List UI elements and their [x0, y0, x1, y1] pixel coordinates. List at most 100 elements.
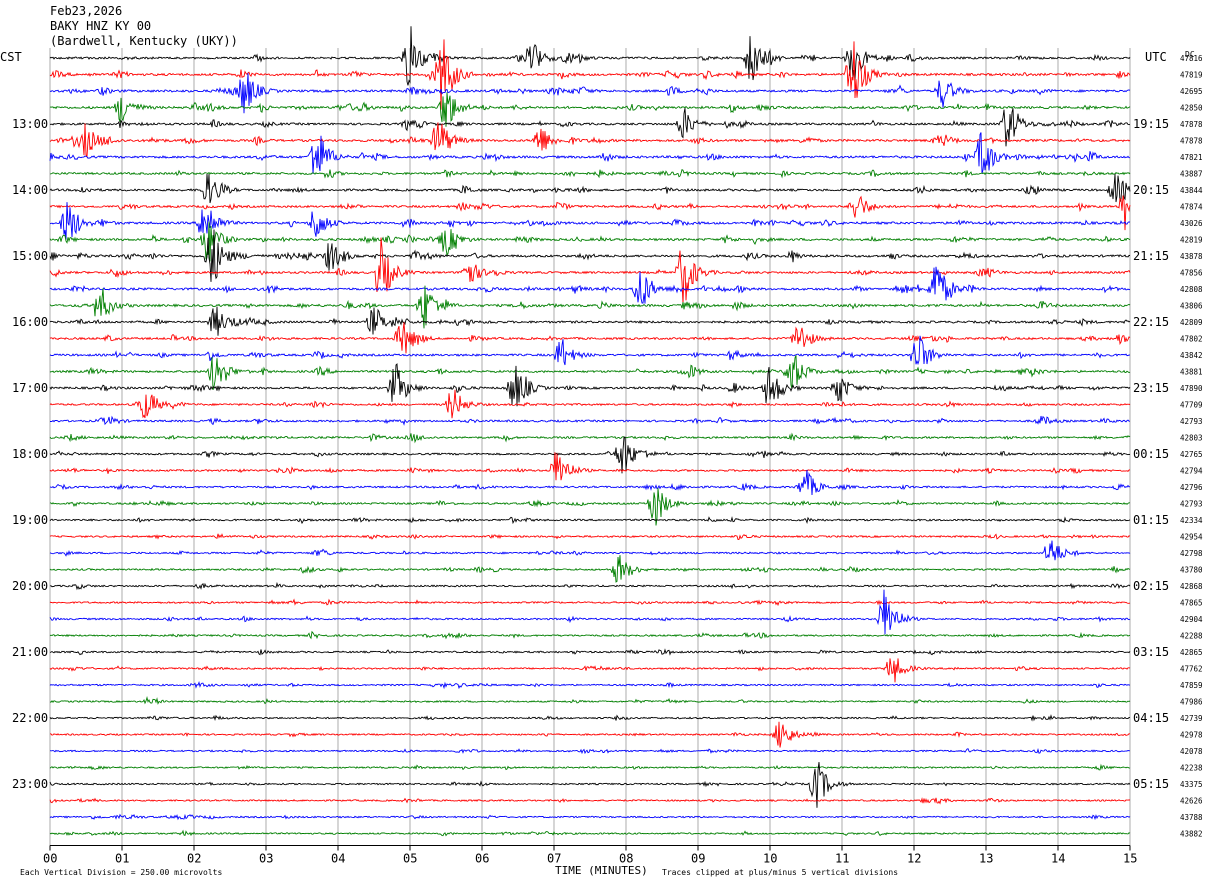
left-hour-label: 13:00: [12, 117, 48, 131]
trace-14: [49, 266, 1131, 304]
x-axis: 00 01 02 03 04 05 06 07 08 09 10 11 12 13 14 15: [43, 845, 1137, 866]
trace-30: [49, 540, 1131, 561]
trace-39: [49, 696, 1131, 705]
x-tick-label: 10: [763, 852, 777, 866]
dc-offset-label: 42238: [1180, 764, 1203, 773]
trace-0: [49, 26, 1131, 86]
x-tick-label: 04: [331, 852, 345, 866]
trace-36: [49, 648, 1131, 656]
seismic-traces: [49, 26, 1131, 837]
dc-offset-label: 42288: [1180, 632, 1203, 641]
chart-title-channel: BAKY HNZ KY 00: [50, 19, 151, 33]
trace-17: [49, 322, 1131, 354]
x-tick-label: 06: [475, 852, 489, 866]
dc-offset-label: 43844: [1180, 186, 1203, 195]
x-tick-label: 09: [691, 852, 705, 866]
dc-offset-label: 47890: [1180, 384, 1203, 393]
dc-offset-label: 43026: [1180, 219, 1203, 228]
dc-offset-label: 43806: [1180, 302, 1203, 311]
trace-9: [49, 195, 1131, 231]
right-hour-label: 19:15: [1133, 117, 1169, 131]
dc-offset-label: 42809: [1180, 318, 1203, 327]
dc-offset-label: 42793: [1180, 500, 1203, 509]
trace-27: [49, 488, 1130, 526]
dc-offset-label: 42739: [1180, 714, 1203, 723]
trace-44: [49, 762, 1131, 808]
trace-10: [49, 202, 1131, 240]
right-hour-label: 23:15: [1133, 381, 1169, 395]
dc-offset-label: 43882: [1180, 830, 1203, 839]
x-tick-label: 02: [187, 852, 201, 866]
dc-offset-label: 43842: [1180, 351, 1203, 360]
trace-24: [49, 436, 1131, 474]
trace-15: [49, 285, 1131, 329]
left-hour-label: 19:00: [12, 513, 48, 527]
dc-offset-label: 42796: [1180, 483, 1203, 492]
left-hour-label: 21:00: [12, 645, 48, 659]
dc-offset-label: 42798: [1180, 549, 1203, 558]
dc-offset-labels: 47816 47819 42695 42850 47878 47878 47821 43887…: [1180, 54, 1203, 839]
trace-42: [49, 748, 1131, 755]
trace-20: [49, 363, 1131, 407]
dc-offset-label: 42803: [1180, 434, 1203, 443]
trace-37: [49, 658, 1131, 683]
trace-16: [49, 306, 1131, 336]
dc-offset-label: 42865: [1180, 648, 1203, 657]
right-hour-label: 22:15: [1133, 315, 1169, 329]
dc-offset-label: 43878: [1180, 252, 1203, 261]
trace-13: [49, 237, 1131, 304]
trace-2: [49, 72, 1131, 114]
dc-offset-label: 42793: [1180, 417, 1203, 426]
dc-offset-label: 47986: [1180, 698, 1203, 707]
dc-offset-label: 42078: [1180, 747, 1203, 756]
dc-offset-label: 42334: [1180, 516, 1203, 525]
dc-offset-label: 43887: [1180, 170, 1203, 179]
trace-11: [49, 221, 1131, 262]
trace-31: [49, 555, 1131, 583]
right-hour-label: 05:15: [1133, 777, 1169, 791]
x-tick-label: 01: [115, 852, 129, 866]
trace-35: [49, 630, 1131, 640]
right-hour-label: 21:15: [1133, 249, 1169, 263]
trace-12: [49, 229, 1131, 282]
footer-clip-note: Traces clipped at plus/minus 5 vertical …: [662, 868, 898, 877]
dc-offset-label: 42695: [1180, 87, 1203, 96]
trace-19: [49, 355, 1131, 391]
left-hour-label: 20:00: [12, 579, 48, 593]
dc-offset-label: 42904: [1180, 615, 1203, 624]
x-tick-label: 13: [979, 852, 993, 866]
dc-offset-label: 42850: [1180, 104, 1203, 113]
dc-offset-label: 47709: [1180, 401, 1203, 410]
right-hour-label: 01:15: [1133, 513, 1169, 527]
dc-offset-label: 43788: [1180, 813, 1203, 822]
trace-47: [49, 829, 1131, 837]
trace-45: [49, 797, 1131, 805]
x-tick-label: 15: [1123, 852, 1137, 866]
trace-21: [49, 389, 1131, 419]
chart-title-date: Feb23,2026: [50, 4, 122, 18]
x-tick-label: 11: [835, 852, 849, 866]
x-tick-label: 08: [619, 852, 633, 866]
left-hour-label: 15:00: [12, 249, 48, 263]
left-hour-label: 23:00: [12, 777, 48, 791]
left-hour-labels: 13:00 14:00 15:00 16:00 17:00 18:00 19:00 20:00…: [12, 117, 48, 791]
footer-scale-note: Each Vertical Division = 250.00 microvol…: [20, 868, 222, 877]
left-timezone-label: CST: [0, 50, 22, 64]
left-hour-label: 14:00: [12, 183, 48, 197]
dc-offset-label: 42765: [1180, 450, 1203, 459]
left-hour-label: 17:00: [12, 381, 48, 395]
trace-5: [49, 122, 1131, 159]
minute-gridlines: [49, 48, 1131, 846]
dc-offset-label: 47821: [1180, 153, 1203, 162]
trace-23: [49, 432, 1131, 444]
right-hour-label: 20:15: [1133, 183, 1169, 197]
trace-3: [49, 92, 1131, 127]
right-hour-label: 02:15: [1133, 579, 1169, 593]
right-hour-label: 04:15: [1133, 711, 1169, 725]
dc-offset-label: 42978: [1180, 731, 1203, 740]
x-tick-label: 14: [1051, 852, 1065, 866]
trace-18: [49, 335, 1131, 366]
x-tick-label: 03: [259, 852, 273, 866]
trace-1: [49, 39, 1131, 110]
